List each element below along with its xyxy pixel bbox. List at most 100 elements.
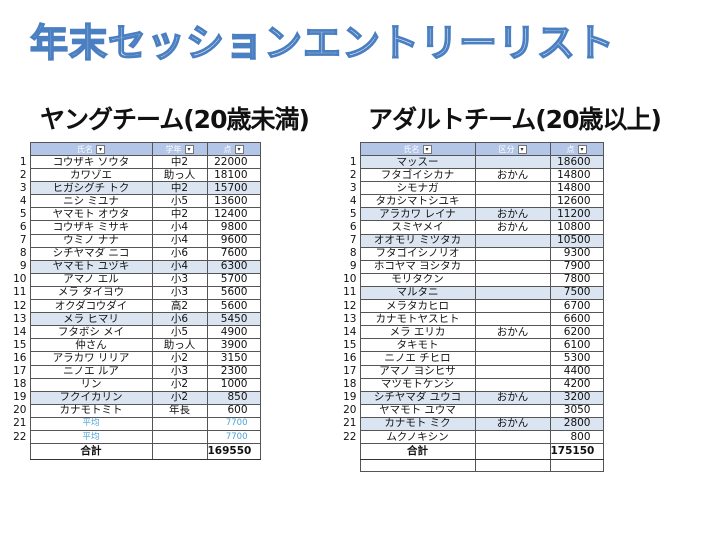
- column-header[interactable]: 点 ▾: [549, 142, 604, 156]
- score-cell[interactable]: 13600: [206, 194, 261, 209]
- name-cell[interactable]: シモナガ: [359, 181, 476, 196]
- score-cell[interactable]: 4400: [549, 364, 604, 379]
- grade-cell[interactable]: おかん: [474, 390, 551, 405]
- score-cell[interactable]: 1000: [206, 377, 261, 392]
- name-cell[interactable]: ニノエ チヒロ: [359, 351, 476, 366]
- grade-cell[interactable]: [474, 285, 551, 301]
- name-cell[interactable]: ウミノ ナナ: [29, 233, 153, 248]
- name-cell[interactable]: ホコヤマ ヨシタカ: [359, 259, 476, 274]
- name-cell[interactable]: マッスー: [359, 154, 476, 170]
- empty-cell[interactable]: [474, 459, 551, 473]
- name-cell[interactable]: フタゴイシノリオ: [359, 246, 476, 261]
- grade-cell[interactable]: [474, 338, 551, 353]
- grade-cell[interactable]: 中2: [151, 154, 208, 170]
- name-cell[interactable]: メラ ヒマリ: [29, 312, 153, 327]
- score-cell[interactable]: 7500: [549, 285, 604, 301]
- score-cell[interactable]: 9600: [206, 233, 261, 248]
- name-cell[interactable]: アラカワ リリア: [29, 351, 153, 366]
- name-cell[interactable]: ニノエ ルア: [29, 364, 153, 379]
- name-cell[interactable]: カワゾエ: [29, 168, 153, 183]
- score-cell[interactable]: 6600: [549, 312, 604, 327]
- grade-cell[interactable]: おかん: [474, 220, 551, 235]
- name-cell[interactable]: マツモトケンシ: [359, 377, 476, 392]
- grade-cell[interactable]: 小4: [151, 233, 208, 248]
- score-cell[interactable]: 2800: [549, 416, 604, 431]
- name-cell[interactable]: ムクノキシン: [359, 429, 476, 445]
- grade-cell[interactable]: 小3: [151, 285, 208, 301]
- name-cell[interactable]: メラ タイヨウ: [29, 285, 153, 301]
- grade-cell[interactable]: [474, 181, 551, 196]
- name-cell[interactable]: フクイカリン: [29, 390, 153, 405]
- name-cell[interactable]: カナモトヤスヒト: [359, 312, 476, 327]
- name-cell[interactable]: モリタクン: [359, 272, 476, 287]
- score-cell[interactable]: 3150: [206, 351, 261, 366]
- filter-dropdown-icon[interactable]: ▾: [184, 144, 194, 154]
- name-cell[interactable]: コウザキ ミサキ: [29, 220, 153, 235]
- grade-cell[interactable]: 小5: [151, 325, 208, 340]
- name-cell[interactable]: コウザキ ソウタ: [29, 154, 153, 170]
- name-cell[interactable]: アマノ ヨシヒサ: [359, 364, 476, 379]
- name-cell[interactable]: カナモトミト: [29, 403, 153, 418]
- name-cell[interactable]: フタゴイシカナ: [359, 168, 476, 183]
- grade-cell[interactable]: [474, 403, 551, 418]
- name-cell[interactable]: タキモト: [359, 338, 476, 353]
- name-cell[interactable]: フタボシ メイ: [29, 325, 153, 340]
- score-cell[interactable]: 850: [206, 390, 261, 405]
- score-cell[interactable]: 14800: [549, 181, 604, 196]
- name-cell[interactable]: メラ エリカ: [359, 325, 476, 340]
- filter-dropdown-icon[interactable]: ▾: [577, 144, 587, 154]
- score-cell[interactable]: 9800: [206, 220, 261, 235]
- grade-cell[interactable]: [474, 377, 551, 392]
- score-cell[interactable]: 5600: [206, 285, 261, 301]
- score-cell[interactable]: 3900: [206, 338, 261, 353]
- grade-cell[interactable]: 小3: [151, 272, 208, 287]
- column-header[interactable]: 氏名 ▾: [359, 142, 476, 156]
- grade-cell[interactable]: おかん: [474, 207, 551, 222]
- column-header[interactable]: 区分 ▾: [474, 142, 551, 156]
- name-cell[interactable]: オクダコウダイ: [29, 299, 153, 314]
- filter-dropdown-icon[interactable]: ▾: [96, 144, 105, 154]
- score-cell[interactable]: 7900: [549, 259, 604, 274]
- grade-cell[interactable]: [474, 312, 551, 327]
- grade-cell[interactable]: 小6: [151, 312, 208, 327]
- name-cell[interactable]: シチヤマダ ユウコ: [359, 390, 476, 405]
- column-header[interactable]: 氏名 ▾: [29, 142, 153, 156]
- name-cell[interactable]: マルタニ: [359, 285, 476, 301]
- grade-cell[interactable]: 小6: [151, 246, 208, 261]
- grade-cell[interactable]: [474, 429, 551, 445]
- total-value[interactable]: 169550: [206, 443, 261, 461]
- grade-cell[interactable]: [474, 299, 551, 314]
- grade-cell[interactable]: [474, 194, 551, 209]
- grade-cell[interactable]: おかん: [474, 325, 551, 340]
- grade-cell[interactable]: [474, 272, 551, 287]
- name-cell[interactable]: ヤマモト ユウマ: [359, 403, 476, 418]
- score-cell[interactable]: 6300: [206, 259, 261, 274]
- score-cell[interactable]: 12600: [549, 194, 604, 209]
- name-cell[interactable]: 仲さん: [29, 338, 153, 353]
- score-cell[interactable]: 4200: [549, 377, 604, 392]
- column-header[interactable]: 学年 ▾: [151, 142, 208, 156]
- name-cell[interactable]: スミヤメイ: [359, 220, 476, 235]
- score-cell[interactable]: 3050: [549, 403, 604, 418]
- score-cell[interactable]: 6200: [549, 325, 604, 340]
- grade-cell[interactable]: 助っ人: [151, 338, 208, 353]
- grade-cell[interactable]: 小3: [151, 364, 208, 379]
- score-cell[interactable]: 800: [549, 429, 604, 445]
- score-cell[interactable]: 7600: [206, 246, 261, 261]
- grade-cell[interactable]: 小2: [151, 390, 208, 405]
- score-cell[interactable]: 18600: [549, 154, 604, 170]
- name-cell[interactable]: ヤマモト ユヅキ: [29, 259, 153, 274]
- score-cell[interactable]: 5450: [206, 312, 261, 327]
- score-cell[interactable]: 7700: [206, 416, 261, 431]
- score-cell[interactable]: 14800: [549, 168, 604, 183]
- score-cell[interactable]: 5300: [549, 351, 604, 366]
- name-cell[interactable]: メラタカヒロ: [359, 299, 476, 314]
- grade-cell[interactable]: 中2: [151, 207, 208, 222]
- name-cell[interactable]: 平均: [29, 429, 153, 445]
- score-cell[interactable]: 15700: [206, 181, 261, 196]
- score-cell[interactable]: 7800: [549, 272, 604, 287]
- grade-cell[interactable]: [474, 364, 551, 379]
- grade-cell[interactable]: 助っ人: [151, 168, 208, 183]
- name-cell[interactable]: ニシ ミユナ: [29, 194, 153, 209]
- score-cell[interactable]: 10800: [549, 220, 604, 235]
